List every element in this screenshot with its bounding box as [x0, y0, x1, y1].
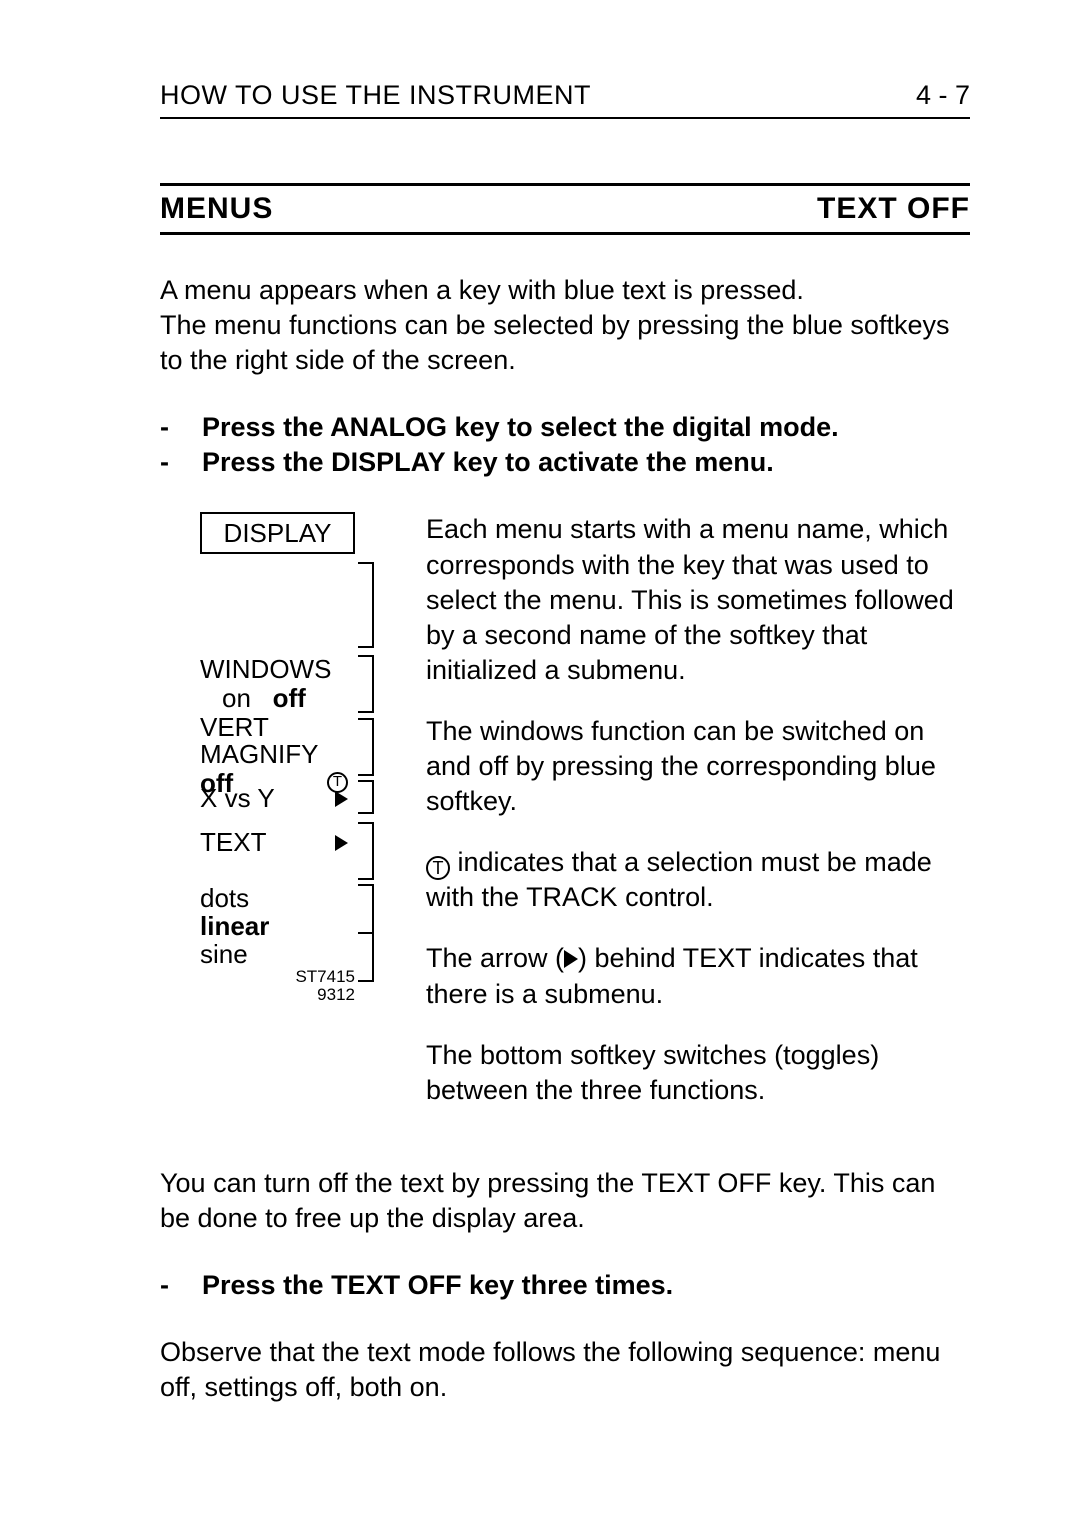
diagram-reference: ST7415 9312 [200, 968, 355, 1004]
bracket-icon [358, 822, 374, 880]
bullet-dash: - [160, 410, 178, 445]
explain-p2: The windows function can be switched on … [426, 714, 970, 819]
windows-on: on [222, 683, 251, 713]
menu-svg: DISPLAY WINDOWS on off VERT [200, 512, 370, 1052]
bracket-icon [358, 884, 374, 982]
menu-item-linear: linear [200, 912, 350, 940]
menu-item-dots: dots [200, 884, 350, 912]
explain-p4-before: The arrow ( [426, 943, 564, 973]
page-header: HOW TO USE THE INSTRUMENT 4 - 7 [160, 80, 970, 119]
windows-label: WINDOWS [200, 655, 350, 683]
magnify-label: MAGNIFY [200, 740, 350, 768]
windows-off: off [273, 683, 306, 713]
bullet-dash: - [160, 1268, 178, 1303]
arrow-right-icon [335, 835, 348, 851]
track-icon: T [426, 856, 450, 880]
instruction-item: - Press the TEXT OFF key three times. [160, 1268, 970, 1303]
bracket-icon [358, 718, 374, 776]
after-paragraph-1: You can turn off the text by pressing th… [160, 1166, 970, 1236]
menu-item-sine: sine [200, 940, 350, 968]
instruction-text: Press the TEXT OFF key three times. [202, 1268, 673, 1303]
bullet-dash: - [160, 445, 178, 480]
header-page-number: 4 - 7 [916, 80, 970, 111]
arrow-right-icon [335, 791, 348, 807]
explain-p3-text: indicates that a selection must be made … [426, 847, 932, 912]
instruction-item: - Press the DISPLAY key to activate the … [160, 445, 970, 480]
ref-line-2: 9312 [200, 986, 355, 1004]
menu-item-windows: WINDOWS on off [200, 655, 350, 711]
section-right-title: TEXT OFF [817, 192, 970, 226]
explain-p1: Each menu starts with a menu name, which… [426, 512, 970, 687]
page: HOW TO USE THE INSTRUMENT 4 - 7 MENUS TE… [0, 0, 1080, 1529]
ref-line-1: ST7415 [200, 968, 355, 986]
section-divider [160, 183, 970, 186]
section-heading: MENUS TEXT OFF [160, 188, 970, 235]
bracket-icon [358, 562, 374, 648]
bracket-icon [358, 780, 374, 814]
xvsy-label: X vs Y [200, 784, 275, 812]
arrow-right-icon [564, 950, 578, 968]
intro-paragraph: A menu appears when a key with blue text… [160, 273, 970, 378]
instruction-item: - Press the ANALOG key to select the dig… [160, 410, 970, 445]
windows-on-off: on off [200, 684, 350, 712]
after-paragraph-2: Observe that the text mode follows the f… [160, 1335, 970, 1405]
explain-p3: T indicates that a selection must be mad… [426, 845, 970, 915]
instruction-list-1: - Press the ANALOG key to select the dig… [160, 410, 970, 480]
header-title: HOW TO USE THE INSTRUMENT [160, 80, 591, 111]
section-left-title: MENUS [160, 192, 273, 226]
menu-item-vert: VERT [200, 713, 350, 741]
instruction-list-2: - Press the TEXT OFF key three times. [160, 1268, 970, 1303]
menu-item-text: TEXT [200, 828, 350, 856]
text-label: TEXT [200, 828, 266, 856]
menu-title-box: DISPLAY [200, 512, 355, 554]
instruction-text: Press the ANALOG key to select the digit… [202, 410, 839, 445]
menu-item-xvsy: X vs Y [200, 784, 350, 812]
instruction-text: Press the DISPLAY key to activate the me… [202, 445, 774, 480]
menu-diagram: DISPLAY WINDOWS on off VERT [160, 512, 370, 1133]
diagram-and-explain: DISPLAY WINDOWS on off VERT [160, 512, 970, 1133]
explain-column: Each menu starts with a menu name, which… [426, 512, 970, 1133]
explain-p4: The arrow () behind TEXT indicates that … [426, 941, 970, 1011]
bracket-icon [358, 655, 374, 713]
explain-p5: The bottom softkey switches (toggles) be… [426, 1038, 970, 1108]
